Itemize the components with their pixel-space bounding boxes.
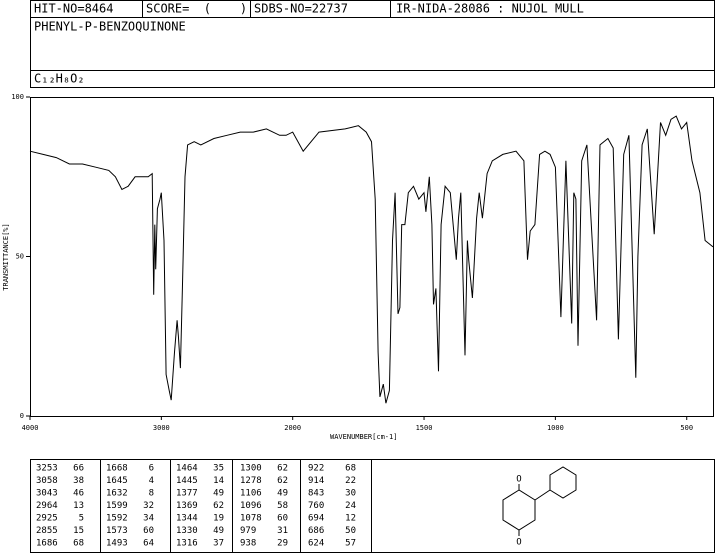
ring [502, 484, 551, 536]
peak-wavenumber: 1330 [176, 526, 198, 536]
peak-transmittance: 50 [345, 526, 356, 536]
peak-transmittance: 57 [345, 539, 356, 549]
score: SCORE= ( ) [146, 2, 247, 16]
peak-wavenumber: 1316 [176, 539, 198, 549]
peak-transmittance: 6 [149, 464, 154, 474]
peak-wavenumber: 760 [308, 501, 324, 511]
peak-wavenumber: 1668 [106, 464, 128, 474]
x-tick-label: 2000 [284, 424, 301, 432]
sdbs-number: SDBS-NO=22737 [254, 2, 348, 16]
peak-transmittance: 4 [149, 476, 154, 486]
peak-transmittance: 66 [73, 464, 84, 474]
peak-wavenumber: 1493 [106, 539, 128, 549]
peak-transmittance: 49 [277, 489, 288, 499]
peak-transmittance: 8 [149, 489, 154, 499]
formula: C₁₂H₈O₂ [34, 72, 85, 86]
x-axis-label: WAVENUMBER[cm-1] [330, 433, 397, 441]
peak-transmittance: 29 [277, 539, 288, 549]
peak-wavenumber: 1369 [176, 501, 198, 511]
structure: O O [502, 466, 577, 548]
peak-transmittance: 60 [143, 526, 154, 536]
peak-wavenumber: 694 [308, 514, 324, 524]
peak-wavenumber: 1445 [176, 476, 198, 486]
peak-transmittance: 38 [73, 476, 84, 486]
peak-wavenumber: 1686 [36, 539, 58, 549]
peak-transmittance: 46 [73, 489, 84, 499]
compound-name: PHENYL-P-BENZOQUINONE [34, 20, 186, 34]
peak-wavenumber: 686 [308, 526, 324, 536]
peak-transmittance: 35 [213, 464, 224, 474]
peak-transmittance: 19 [213, 514, 224, 524]
peak-wavenumber: 1599 [106, 501, 128, 511]
peak-transmittance: 12 [345, 514, 356, 524]
peak-transmittance: 62 [277, 476, 288, 486]
plot-frame [30, 97, 714, 417]
method: IR-NIDA-28086 : NUJOL MULL [396, 2, 584, 16]
peak-transmittance: 68 [73, 539, 84, 549]
peak-transmittance: 60 [277, 514, 288, 524]
peak-wavenumber: 979 [240, 526, 256, 536]
x-tick-label: 3000 [153, 424, 170, 432]
y-tick-label: 100 [11, 93, 24, 101]
peak-transmittance: 62 [213, 501, 224, 511]
peak-wavenumber: 2855 [36, 526, 58, 536]
hit-number: HIT-NO=8464 [34, 2, 113, 16]
peak-wavenumber: 938 [240, 539, 256, 549]
peak-transmittance: 58 [277, 501, 288, 511]
x-tick-label: 1000 [547, 424, 564, 432]
peak-wavenumber: 3043 [36, 489, 58, 499]
peak-transmittance: 14 [213, 476, 224, 486]
peak-transmittance: 31 [277, 526, 288, 536]
peak-wavenumber: 1632 [106, 489, 128, 499]
y-axis-label: TRANSMITTANCE[%] [2, 223, 10, 290]
peak-transmittance: 15 [73, 526, 84, 536]
x-tick-label: 500 [680, 424, 693, 432]
y-tick-label: 0 [20, 412, 24, 420]
peak-transmittance: 32 [143, 501, 154, 511]
peak-wavenumber: 1464 [176, 464, 198, 474]
x-tick-label: 4000 [22, 424, 39, 432]
peak-wavenumber: 624 [308, 539, 324, 549]
peak-wavenumber: 3058 [36, 476, 58, 486]
peak-transmittance: 68 [345, 464, 356, 474]
header-frame [30, 0, 715, 88]
peak-wavenumber: 922 [308, 464, 324, 474]
peak-transmittance: 34 [143, 514, 154, 524]
peak-wavenumber: 1096 [240, 501, 262, 511]
peak-transmittance: 37 [213, 539, 224, 549]
table-frame [30, 459, 715, 553]
peak-transmittance: 64 [143, 539, 154, 549]
peak-wavenumber: 1300 [240, 464, 262, 474]
peak-wavenumber: 1573 [106, 526, 128, 536]
peak-wavenumber: 1278 [240, 476, 262, 486]
y-tick-label: 50 [16, 253, 24, 261]
x-tick-label: 1500 [416, 424, 433, 432]
peak-wavenumber: 1592 [106, 514, 128, 524]
spectrum [29, 115, 714, 404]
phenyl [549, 466, 577, 499]
peak-wavenumber: 843 [308, 489, 324, 499]
peak-wavenumber: 1645 [106, 476, 128, 486]
peak-transmittance: 24 [345, 501, 356, 511]
peak-transmittance: 5 [79, 514, 84, 524]
peak-transmittance: 49 [213, 526, 224, 536]
peak-transmittance: 62 [277, 464, 288, 474]
peak-wavenumber: 1106 [240, 489, 262, 499]
peak-transmittance: 22 [345, 476, 356, 486]
atom-label: O [516, 538, 521, 548]
peak-transmittance: 49 [213, 489, 224, 499]
peak-transmittance: 30 [345, 489, 356, 499]
peak-wavenumber: 1377 [176, 489, 198, 499]
peak-wavenumber: 1078 [240, 514, 262, 524]
peak-wavenumber: 3253 [36, 464, 58, 474]
peak-wavenumber: 2925 [36, 514, 58, 524]
peak-transmittance: 13 [73, 501, 84, 511]
peak-wavenumber: 914 [308, 476, 324, 486]
peak-wavenumber: 2964 [36, 501, 58, 511]
atom-label: O [516, 475, 521, 485]
peak-wavenumber: 1344 [176, 514, 198, 524]
